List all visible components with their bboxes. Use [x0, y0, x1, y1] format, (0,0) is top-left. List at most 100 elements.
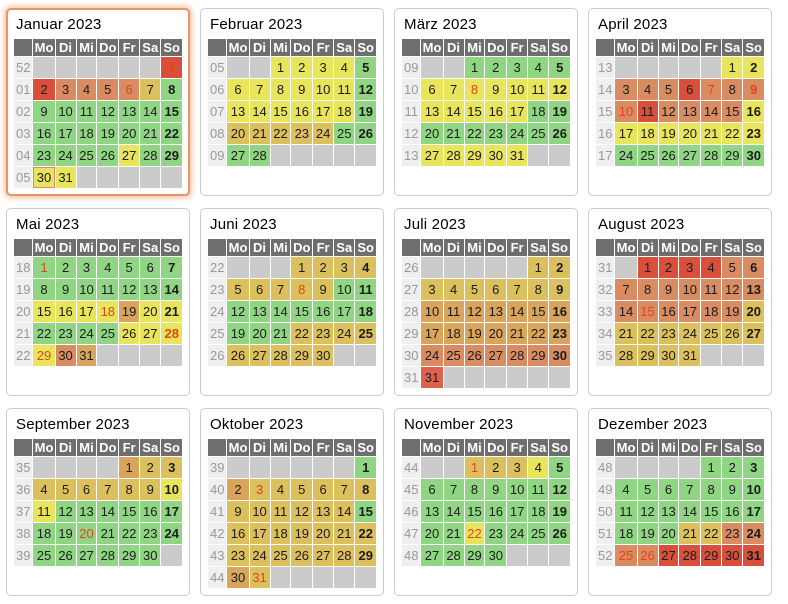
day-cell-maerz-31[interactable]: 31	[507, 145, 528, 166]
day-cell-mai-11[interactable]: 11	[97, 279, 119, 300]
day-cell-april-23[interactable]: 23	[743, 123, 764, 144]
day-cell-september-15[interactable]: 15	[119, 501, 140, 522]
day-cell-februar-19[interactable]: 19	[355, 101, 376, 122]
day-cell-april-25[interactable]: 25	[637, 145, 658, 166]
day-cell-mai-18-holiday[interactable]: 18	[97, 301, 119, 322]
day-cell-november-23[interactable]: 23	[485, 523, 507, 544]
day-cell-september-12[interactable]: 12	[55, 501, 76, 522]
day-cell-maerz-17[interactable]: 17	[507, 101, 528, 122]
day-cell-maerz-23[interactable]: 23	[485, 123, 507, 144]
day-cell-september-5[interactable]: 5	[55, 479, 76, 500]
day-cell-februar-21[interactable]: 21	[249, 123, 270, 144]
day-cell-dezember-15[interactable]: 15	[701, 501, 722, 522]
day-cell-september-20-holiday[interactable]: 20	[76, 523, 97, 544]
day-cell-september-18[interactable]: 18	[33, 523, 55, 544]
day-cell-juni-7[interactable]: 7	[270, 279, 291, 300]
day-cell-maerz-10[interactable]: 10	[507, 79, 528, 100]
day-cell-november-18[interactable]: 18	[528, 501, 549, 522]
day-cell-september-27[interactable]: 27	[76, 545, 97, 566]
day-cell-dezember-11[interactable]: 11	[615, 501, 637, 522]
day-cell-februar-9[interactable]: 9	[291, 79, 313, 100]
day-cell-februar-10[interactable]: 10	[313, 79, 334, 100]
day-cell-april-21[interactable]: 21	[701, 123, 722, 144]
day-cell-august-21[interactable]: 21	[615, 323, 637, 344]
day-cell-januar-19[interactable]: 19	[97, 123, 119, 144]
day-cell-januar-30-today[interactable]: 30	[33, 167, 55, 188]
day-cell-oktober-10[interactable]: 10	[249, 501, 270, 522]
day-cell-november-27[interactable]: 27	[421, 545, 443, 566]
day-cell-juni-30[interactable]: 30	[313, 345, 334, 366]
day-cell-juni-11[interactable]: 11	[355, 279, 376, 300]
day-cell-oktober-19[interactable]: 19	[291, 523, 313, 544]
day-cell-dezember-21[interactable]: 21	[679, 523, 701, 544]
day-cell-april-30[interactable]: 30	[743, 145, 764, 166]
day-cell-november-14[interactable]: 14	[443, 501, 464, 522]
day-cell-september-9[interactable]: 9	[140, 479, 161, 500]
day-cell-juli-15[interactable]: 15	[528, 301, 549, 322]
day-cell-mai-8[interactable]: 8	[33, 279, 55, 300]
day-cell-august-8[interactable]: 8	[637, 279, 658, 300]
day-cell-februar-22[interactable]: 22	[270, 123, 291, 144]
day-cell-august-12[interactable]: 12	[722, 279, 743, 300]
day-cell-november-1-holiday[interactable]: 1	[464, 457, 485, 478]
day-cell-mai-7[interactable]: 7	[161, 257, 182, 278]
day-cell-mai-22[interactable]: 22	[33, 323, 55, 344]
day-cell-august-9[interactable]: 9	[658, 279, 679, 300]
day-cell-januar-6-holiday[interactable]: 6	[119, 79, 140, 100]
day-cell-april-17[interactable]: 17	[615, 123, 637, 144]
day-cell-januar-8[interactable]: 8	[161, 79, 182, 100]
day-cell-januar-1-holiday[interactable]: 1	[161, 57, 182, 78]
day-cell-november-26[interactable]: 26	[549, 523, 570, 544]
day-cell-august-10[interactable]: 10	[679, 279, 701, 300]
day-cell-februar-20[interactable]: 20	[227, 123, 249, 144]
day-cell-juni-16[interactable]: 16	[313, 301, 334, 322]
day-cell-dezember-18[interactable]: 18	[615, 523, 637, 544]
day-cell-september-2[interactable]: 2	[140, 457, 161, 478]
day-cell-oktober-14[interactable]: 14	[334, 501, 355, 522]
day-cell-juli-23[interactable]: 23	[549, 323, 570, 344]
day-cell-juni-20[interactable]: 20	[249, 323, 270, 344]
day-cell-november-8[interactable]: 8	[464, 479, 485, 500]
day-cell-november-29[interactable]: 29	[464, 545, 485, 566]
day-cell-september-11[interactable]: 11	[33, 501, 55, 522]
day-cell-april-20[interactable]: 20	[679, 123, 701, 144]
day-cell-februar-7[interactable]: 7	[249, 79, 270, 100]
day-cell-november-2[interactable]: 2	[485, 457, 507, 478]
day-cell-august-7[interactable]: 7	[615, 279, 637, 300]
day-cell-mai-6[interactable]: 6	[140, 257, 161, 278]
day-cell-oktober-27[interactable]: 27	[313, 545, 334, 566]
day-cell-november-25[interactable]: 25	[528, 523, 549, 544]
day-cell-dezember-23[interactable]: 23	[722, 523, 743, 544]
day-cell-august-26[interactable]: 26	[722, 323, 743, 344]
day-cell-juli-21[interactable]: 21	[507, 323, 528, 344]
day-cell-september-4[interactable]: 4	[33, 479, 55, 500]
day-cell-juni-17[interactable]: 17	[334, 301, 355, 322]
day-cell-oktober-28[interactable]: 28	[334, 545, 355, 566]
day-cell-februar-28[interactable]: 28	[249, 145, 270, 166]
day-cell-november-22-holiday[interactable]: 22	[464, 523, 485, 544]
day-cell-januar-24[interactable]: 24	[55, 145, 76, 166]
day-cell-juli-28[interactable]: 28	[507, 345, 528, 366]
day-cell-november-30[interactable]: 30	[485, 545, 507, 566]
day-cell-dezember-25-holiday[interactable]: 25	[615, 545, 637, 566]
day-cell-januar-23[interactable]: 23	[33, 145, 55, 166]
day-cell-maerz-22[interactable]: 22	[464, 123, 485, 144]
day-cell-juli-19[interactable]: 19	[464, 323, 485, 344]
day-cell-juli-20[interactable]: 20	[485, 323, 507, 344]
day-cell-oktober-24[interactable]: 24	[249, 545, 270, 566]
day-cell-november-12[interactable]: 12	[549, 479, 570, 500]
day-cell-maerz-27[interactable]: 27	[421, 145, 443, 166]
day-cell-august-31[interactable]: 31	[679, 345, 701, 366]
day-cell-dezember-19[interactable]: 19	[637, 523, 658, 544]
day-cell-juni-2[interactable]: 2	[313, 257, 334, 278]
day-cell-juni-4[interactable]: 4	[355, 257, 376, 278]
day-cell-februar-18[interactable]: 18	[334, 101, 355, 122]
day-cell-mai-13[interactable]: 13	[140, 279, 161, 300]
day-cell-november-10[interactable]: 10	[507, 479, 528, 500]
day-cell-juni-28[interactable]: 28	[270, 345, 291, 366]
day-cell-juli-25[interactable]: 25	[443, 345, 464, 366]
day-cell-oktober-8[interactable]: 8	[355, 479, 376, 500]
day-cell-oktober-20[interactable]: 20	[313, 523, 334, 544]
day-cell-juli-3[interactable]: 3	[421, 279, 443, 300]
day-cell-dezember-12[interactable]: 12	[637, 501, 658, 522]
